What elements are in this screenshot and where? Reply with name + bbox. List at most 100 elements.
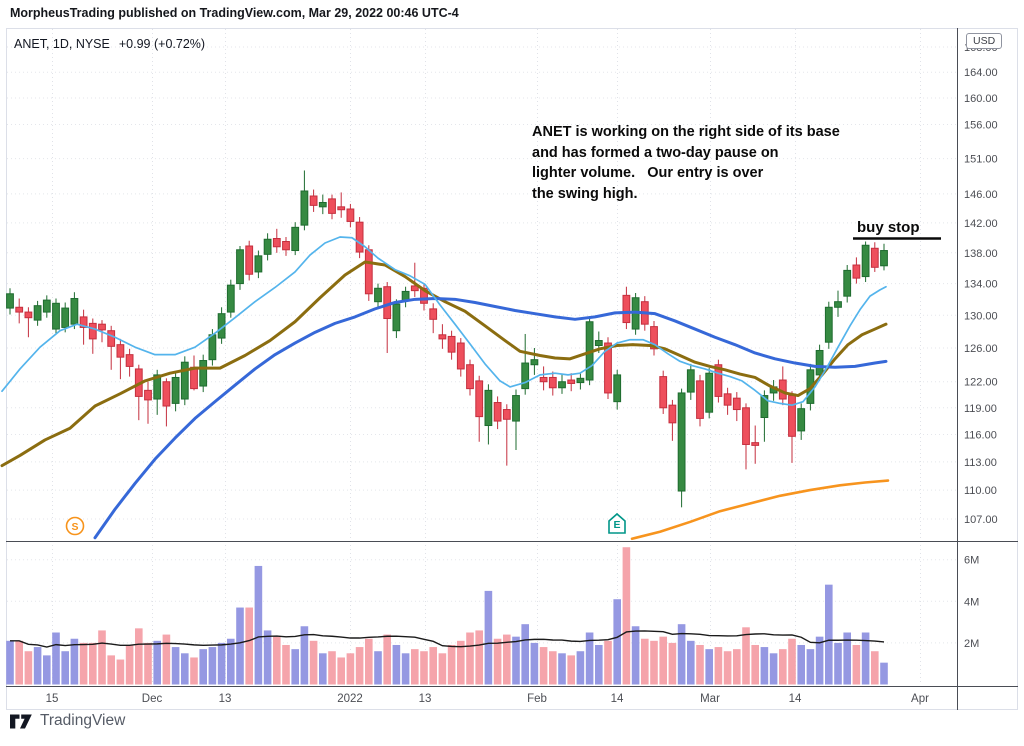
volume-bar — [374, 651, 382, 685]
price-tick-label[interactable]: 113.00 — [964, 457, 997, 469]
time-tick-label[interactable]: Mar — [700, 693, 720, 705]
candle-body — [263, 238, 272, 255]
long-ma-line — [630, 479, 890, 541]
tradingview-brand-text[interactable]: TradingView — [40, 712, 126, 729]
volume-bar — [576, 651, 585, 685]
split-marker-icon[interactable] — [65, 516, 85, 536]
time-tick-label[interactable]: Dec — [142, 693, 163, 705]
volume-bar — [107, 655, 115, 685]
candle-body — [613, 374, 622, 403]
price-tick-label[interactable]: 130.00 — [964, 310, 998, 322]
candle-body — [567, 379, 576, 384]
earnings-marker-icon[interactable] — [608, 512, 626, 534]
volume-bar — [622, 547, 631, 685]
volume-bar — [742, 627, 750, 685]
candle-body — [410, 285, 419, 292]
volume-bar — [457, 640, 465, 685]
volume-bar — [880, 662, 888, 685]
price-tick-label[interactable]: 146.00 — [964, 189, 998, 201]
volume-bar — [199, 649, 207, 685]
price-tick-label[interactable]: 107.00 — [964, 514, 998, 526]
price-tick-label[interactable]: 164.00 — [964, 67, 998, 79]
price-tick-label[interactable]: 156.00 — [964, 120, 998, 132]
volume-bar — [116, 659, 125, 685]
price-tick-label[interactable]: 138.00 — [964, 248, 998, 260]
candle-body — [6, 293, 14, 309]
split-marker-label: S — [71, 521, 78, 533]
time-tick-label[interactable]: 13 — [219, 693, 232, 705]
volume-bar — [687, 640, 695, 685]
candle-body — [61, 307, 70, 328]
time-tick-label[interactable]: 13 — [419, 693, 432, 705]
volume-bar — [328, 651, 336, 685]
time-tick-label[interactable]: Apr — [911, 693, 929, 705]
candle-body — [245, 245, 254, 275]
slow-ma-line — [93, 297, 888, 540]
time-tick-label[interactable]: 14 — [789, 693, 802, 705]
time-tick-label[interactable]: 2022 — [337, 693, 363, 705]
time-tick-label[interactable]: Feb — [527, 693, 547, 705]
currency-badge[interactable]: USD — [966, 33, 1003, 49]
candle-body — [272, 238, 281, 248]
candle-body — [668, 404, 677, 424]
volume-bar — [834, 642, 842, 685]
volume-bar — [723, 651, 732, 685]
volume-tick-label[interactable]: 4M — [964, 596, 979, 608]
volume-bar — [613, 599, 621, 685]
candle-body — [328, 198, 336, 214]
price-tick-label[interactable]: 142.00 — [964, 218, 998, 230]
price-tick-label[interactable]: 119.00 — [964, 403, 997, 415]
time-tick-label[interactable]: 15 — [46, 693, 59, 705]
volume-bar — [420, 651, 428, 685]
candle-body — [604, 342, 612, 394]
candle-body — [309, 195, 318, 206]
candle-body — [447, 335, 456, 353]
price-tick-label[interactable]: 122.00 — [964, 377, 998, 389]
annotation-line: lighter volume. Our entry is over — [532, 165, 764, 181]
candle-body — [42, 299, 51, 313]
volume-tick-label[interactable]: 2M — [964, 638, 979, 650]
volume-bar — [43, 655, 51, 685]
candle-body — [392, 303, 401, 332]
volume-bar — [484, 590, 493, 685]
volume-bar — [236, 607, 244, 685]
candle-body — [880, 250, 888, 267]
volume-ma-line — [10, 630, 885, 648]
candle-body — [521, 362, 530, 390]
chart-frame — [6, 28, 1018, 710]
volume-bar — [815, 636, 824, 685]
candle-body — [282, 240, 290, 251]
symbol-legend[interactable]: ANET, 1D, NYSE +0.99 (+0.72%) — [14, 37, 205, 51]
mid-ma-line — [0, 260, 888, 468]
price-tick-label[interactable]: 151.00 — [964, 154, 998, 166]
volume-bar — [245, 607, 253, 685]
price-tick-label[interactable]: 134.00 — [964, 279, 998, 291]
price-tick-label[interactable]: 160.00 — [964, 93, 998, 105]
annotation-line: the swing high. — [532, 185, 638, 202]
volume-bar — [650, 640, 658, 685]
annotation-line: ANET is working on the right side of its… — [532, 124, 840, 140]
volume-bar — [392, 644, 401, 685]
price-tick-label[interactable]: 110.00 — [964, 485, 997, 497]
candle-body — [15, 306, 24, 313]
price-tick-label[interactable]: 126.00 — [964, 343, 998, 355]
price-tick-label[interactable]: 116.00 — [964, 430, 997, 442]
volume-bar — [98, 630, 106, 685]
time-tick-label[interactable]: 14 — [611, 693, 624, 705]
volume-bar — [365, 638, 373, 685]
candle-body — [548, 376, 557, 389]
volume-tick-label[interactable]: 6M — [964, 555, 979, 567]
candle-body — [300, 190, 309, 226]
candle-body — [236, 249, 244, 285]
candle-body — [788, 395, 796, 437]
candle-body — [254, 255, 263, 273]
symbol-title: ANET, 1D, NYSE — [14, 37, 110, 51]
candle-body — [226, 284, 235, 313]
volume-bar — [760, 647, 769, 685]
tradingview-logo-icon[interactable] — [10, 713, 33, 730]
candle-body — [861, 244, 870, 278]
candle-body — [742, 407, 750, 445]
volume-bar — [190, 657, 198, 685]
candle-body — [815, 349, 824, 376]
